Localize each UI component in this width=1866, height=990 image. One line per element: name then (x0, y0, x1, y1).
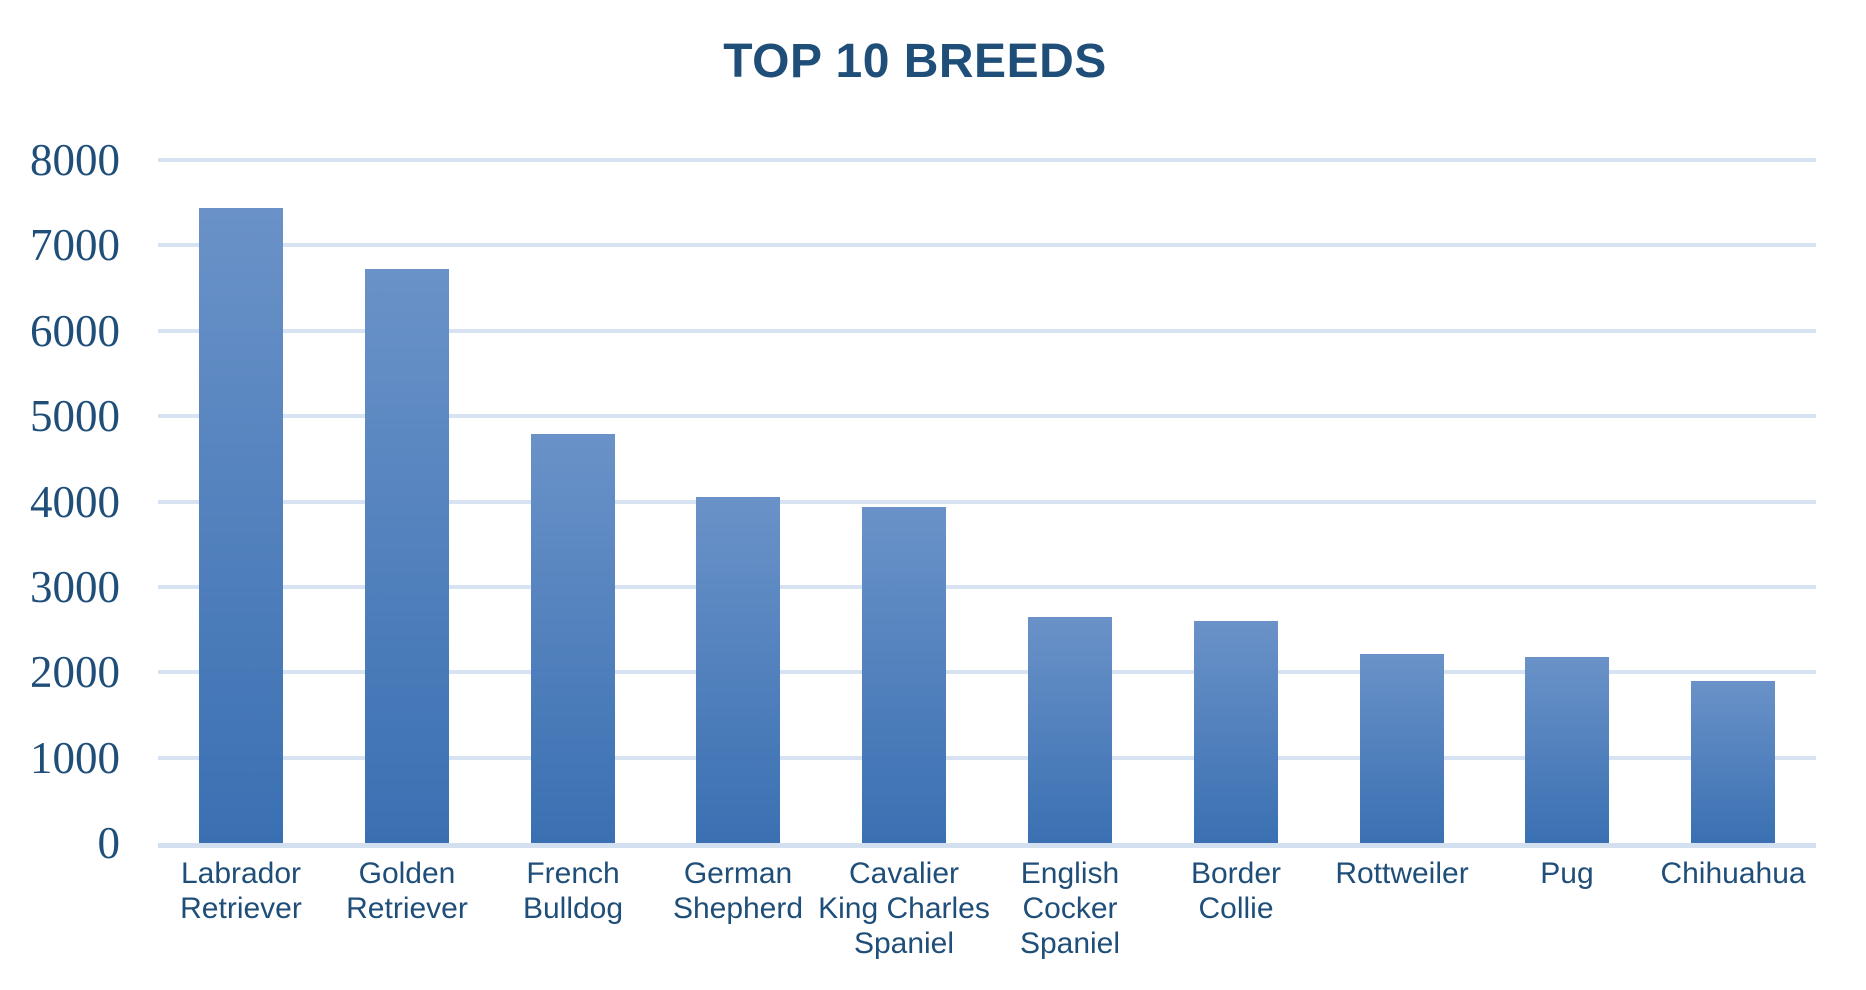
gridline (158, 755, 1816, 760)
x-axis-category-label: Border Collie (1190, 857, 1282, 925)
gridline (158, 670, 1816, 675)
y-axis-tick-label: 1000 (30, 732, 120, 783)
bar-cavalier-king-charles-spaniel (862, 507, 946, 843)
y-axis-tick-label: 3000 (30, 561, 120, 612)
y-axis-tick-label: 8000 (30, 135, 120, 185)
y-axis-tick-label: 5000 (30, 391, 120, 442)
bar-english-cocker-spaniel (1028, 617, 1112, 843)
gridline (158, 584, 1816, 589)
y-axis-tick-label: 2000 (30, 647, 120, 698)
gridline (158, 158, 1816, 162)
y-axis-tick-label: 4000 (30, 476, 120, 527)
gridline (158, 328, 1816, 333)
bar-pug (1525, 657, 1609, 843)
bar-rottweiler (1360, 654, 1444, 843)
bar-french-bulldog (531, 434, 615, 843)
bar-chihuahua (1691, 681, 1775, 843)
x-axis-category-label: Chihuahua (1660, 857, 1806, 890)
bar-german-shepherd (696, 497, 780, 843)
x-axis-category-label: English Cocker Spaniel (1019, 857, 1121, 960)
x-axis-category-label: Pug (1540, 857, 1594, 890)
bar-labrador-retriever (199, 208, 283, 843)
gridline (158, 414, 1816, 419)
bar-golden-retriever (365, 269, 449, 843)
chart-title: TOP 10 BREEDS (723, 35, 1107, 88)
gridline (158, 243, 1816, 248)
x-axis-category-label: Labrador Retriever (180, 857, 302, 925)
y-axis-tick-label: 7000 (30, 220, 120, 271)
y-axis-tick-label: 0 (97, 818, 121, 868)
x-axis-category-label: French Bulldog (522, 857, 624, 925)
x-axis-category-label: Golden Retriever (346, 857, 468, 925)
x-axis-category-label: Cavalier King Charles Spaniel (818, 857, 990, 960)
x-axis-category-label: Rottweiler (1335, 857, 1469, 890)
bar-border-collie (1194, 621, 1278, 843)
gridline (158, 499, 1816, 504)
y-axis-tick-label: 6000 (30, 305, 120, 356)
x-axis-category-label: German Shepherd (672, 857, 804, 925)
x-axis-baseline (158, 843, 1816, 848)
